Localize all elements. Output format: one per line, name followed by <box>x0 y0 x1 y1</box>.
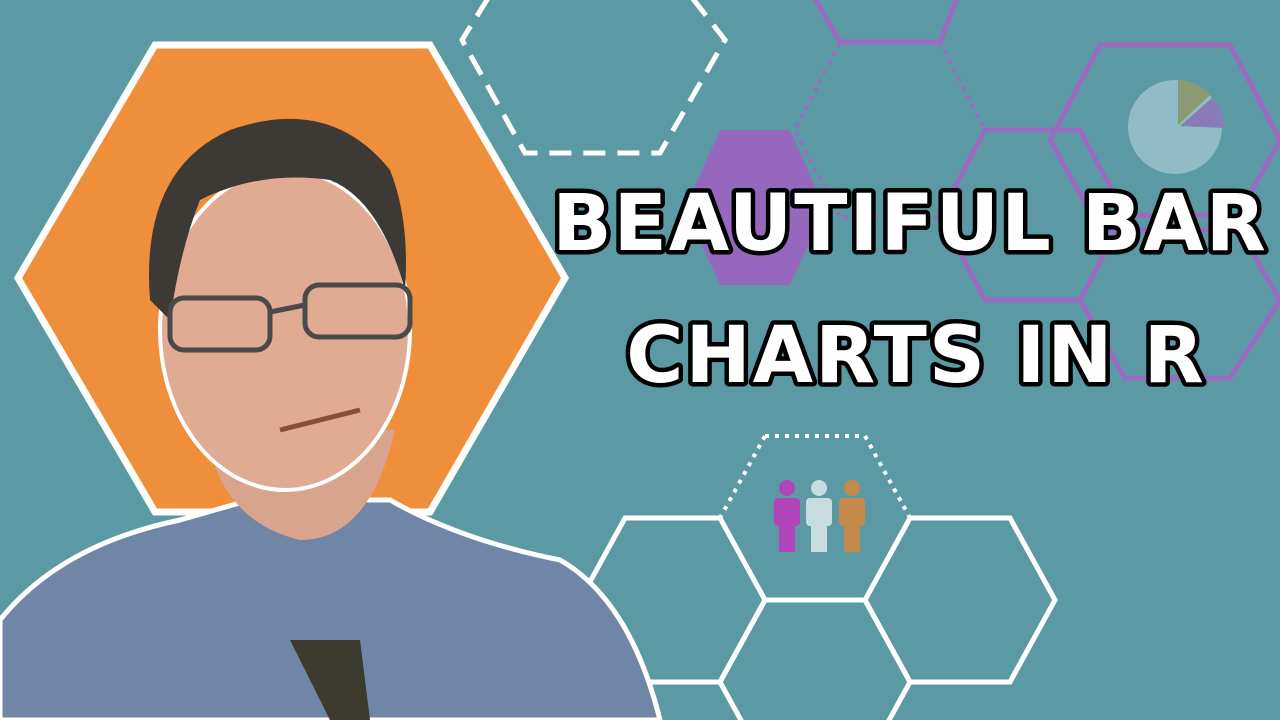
hexagon-pattern <box>459 0 1280 720</box>
pie-icon <box>1128 80 1224 174</box>
people-icon <box>774 480 865 552</box>
dashed-hexagon <box>459 0 729 156</box>
purple-hexagon <box>1077 212 1280 381</box>
filled-hexagon <box>685 130 825 285</box>
presenter <box>0 118 663 720</box>
white-hexagon <box>717 597 913 720</box>
title-line: BEAUTIFUL BAR <box>552 179 1268 269</box>
title-line: CHARTS IN R <box>626 311 1206 401</box>
purple-hexagon <box>1047 42 1280 233</box>
dotted-hexagon <box>792 40 988 220</box>
